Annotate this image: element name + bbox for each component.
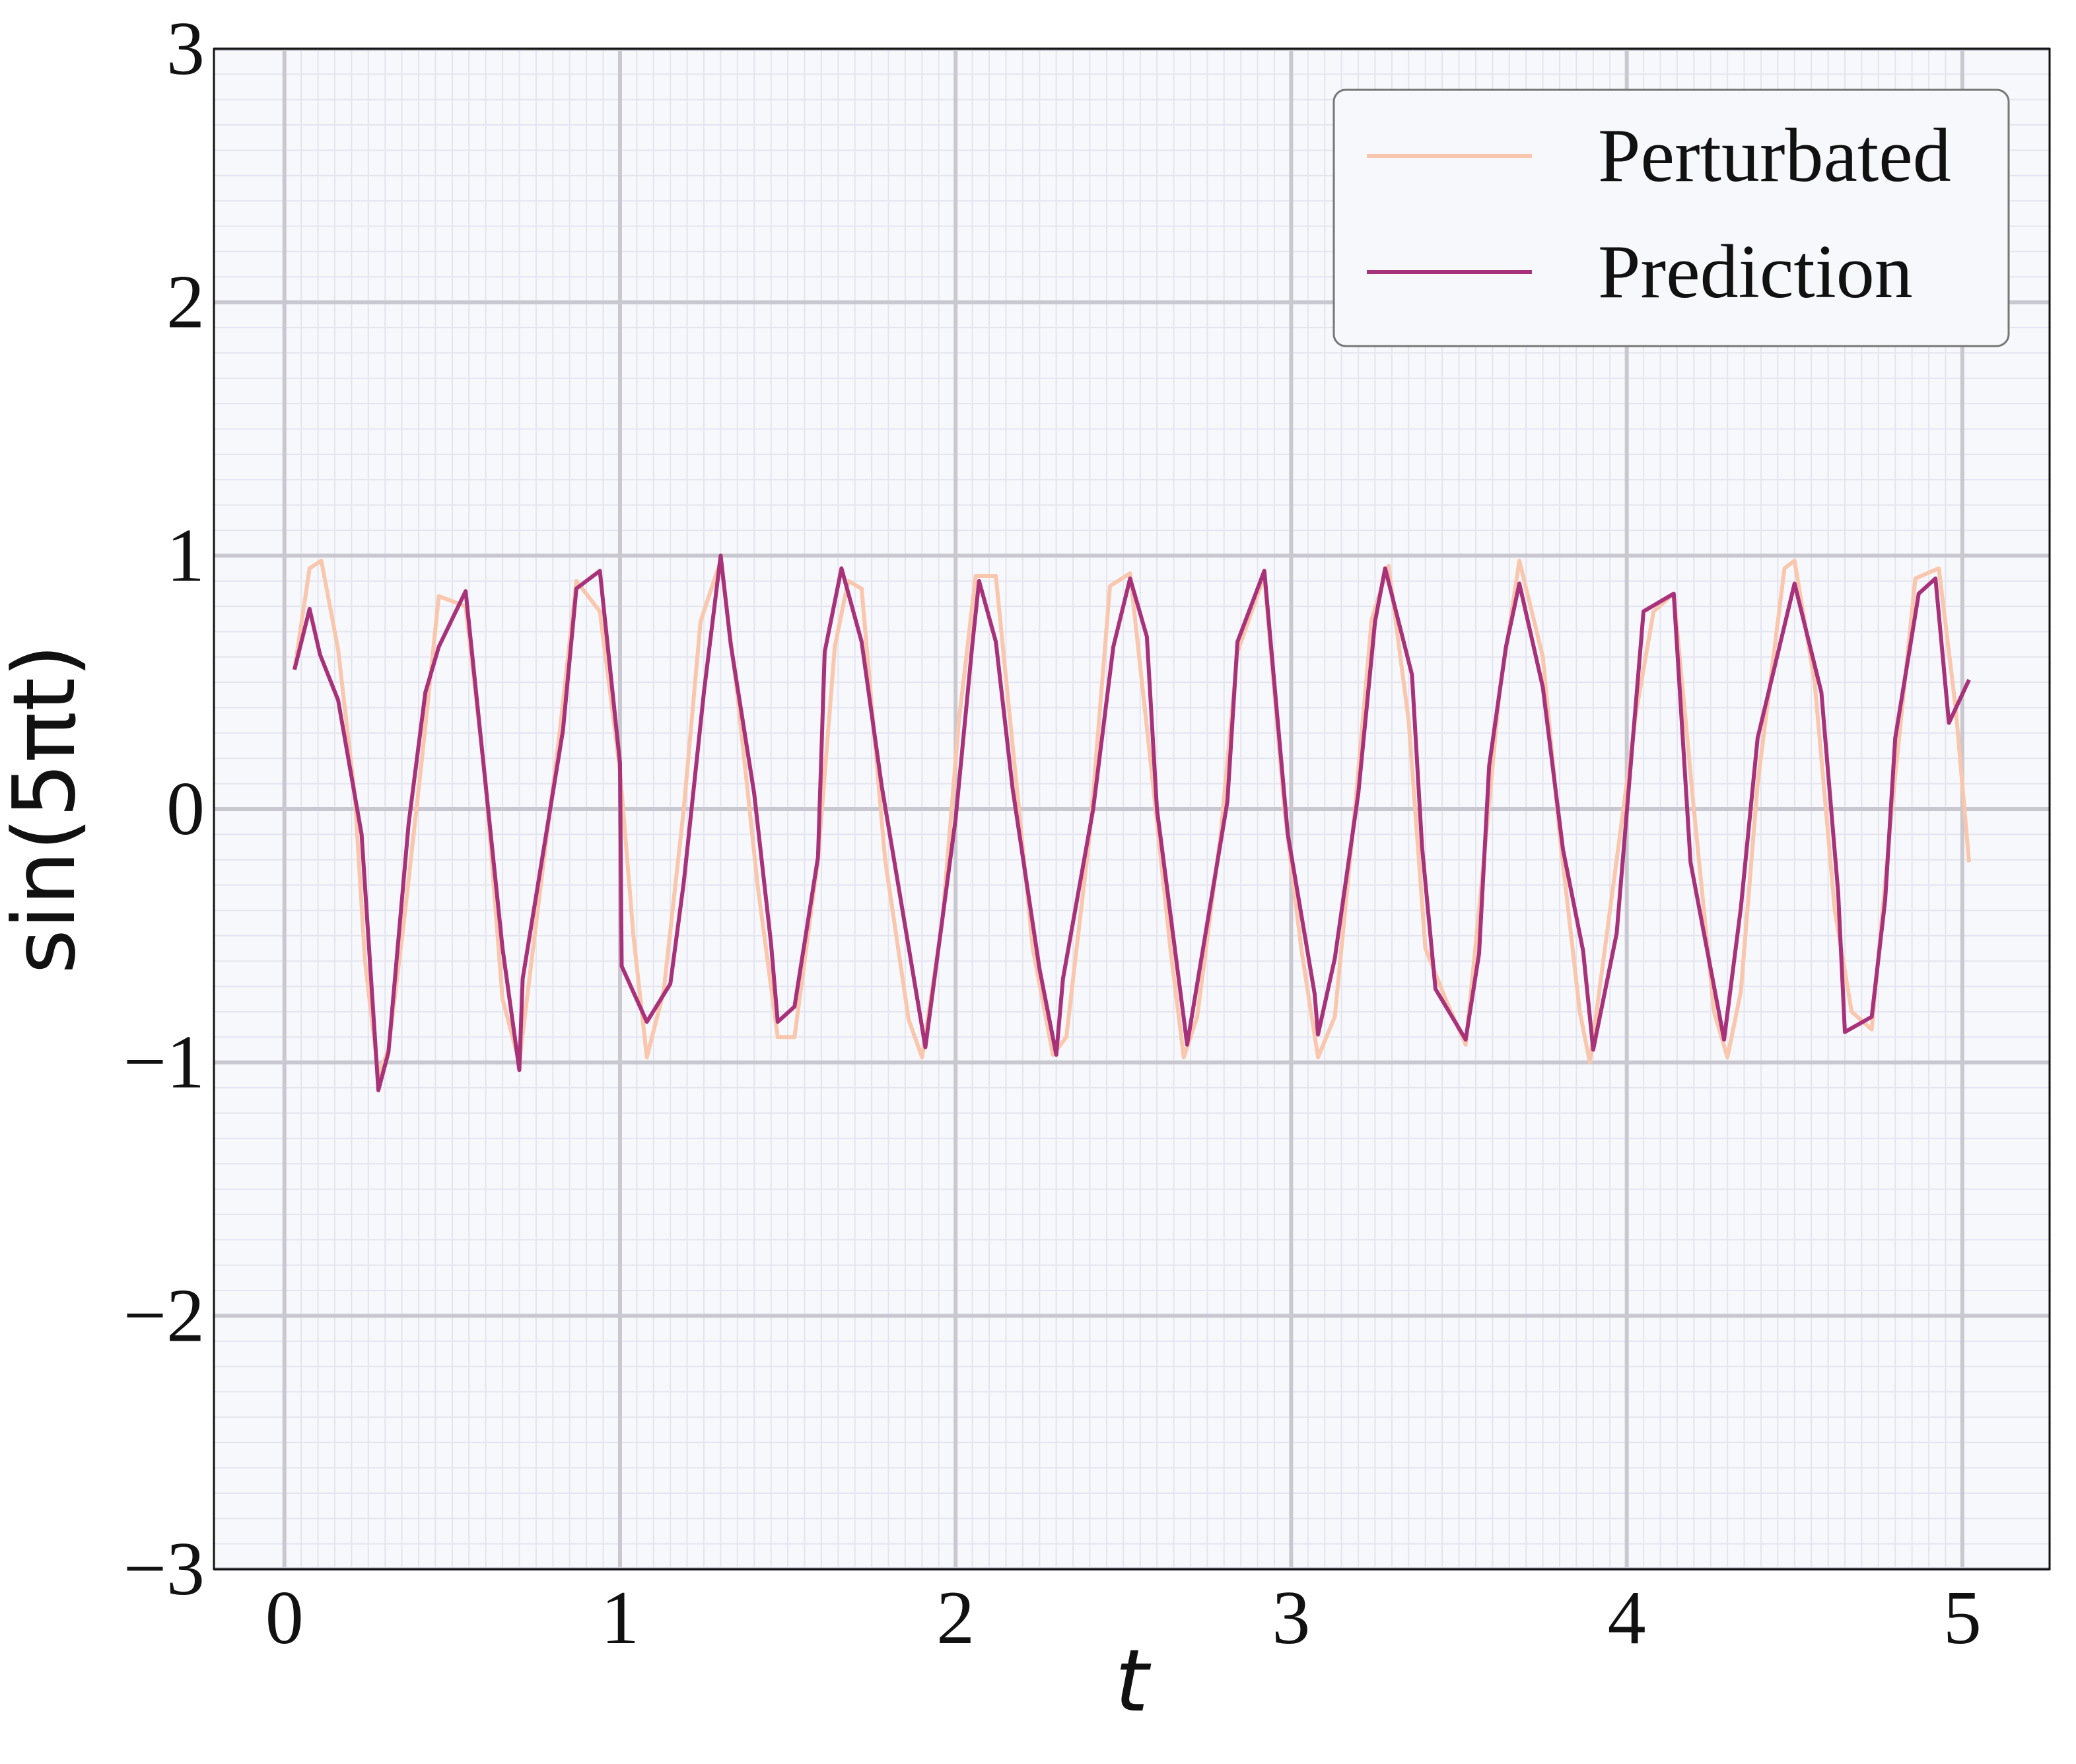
x-tick-label: 1 <box>601 1576 639 1660</box>
y-tick-label: 2 <box>166 260 205 345</box>
x-tick-label: 5 <box>1943 1576 1982 1660</box>
x-tick-label: 2 <box>936 1576 975 1660</box>
y-tick-label: −3 <box>123 1527 205 1611</box>
y-tick-label: 0 <box>166 767 205 851</box>
y-tick-label: −1 <box>123 1020 205 1105</box>
y-tick-label: 1 <box>166 513 205 598</box>
x-tick-label: 0 <box>265 1576 304 1660</box>
x-tick-label: 3 <box>1272 1576 1310 1660</box>
y-tick-label: 3 <box>166 7 205 91</box>
data-line <box>293 553 1971 1092</box>
legend-label: Prediction <box>1598 230 1913 314</box>
x-axis-label: t <box>1115 1631 1152 1731</box>
y-tick-label: −2 <box>123 1273 205 1358</box>
y-axis-label: sin(5πt) <box>0 644 94 974</box>
axes-frame <box>213 48 2051 1570</box>
x-tick-label: 4 <box>1608 1576 1646 1660</box>
legend-label: Perturbated <box>1598 114 1951 198</box>
